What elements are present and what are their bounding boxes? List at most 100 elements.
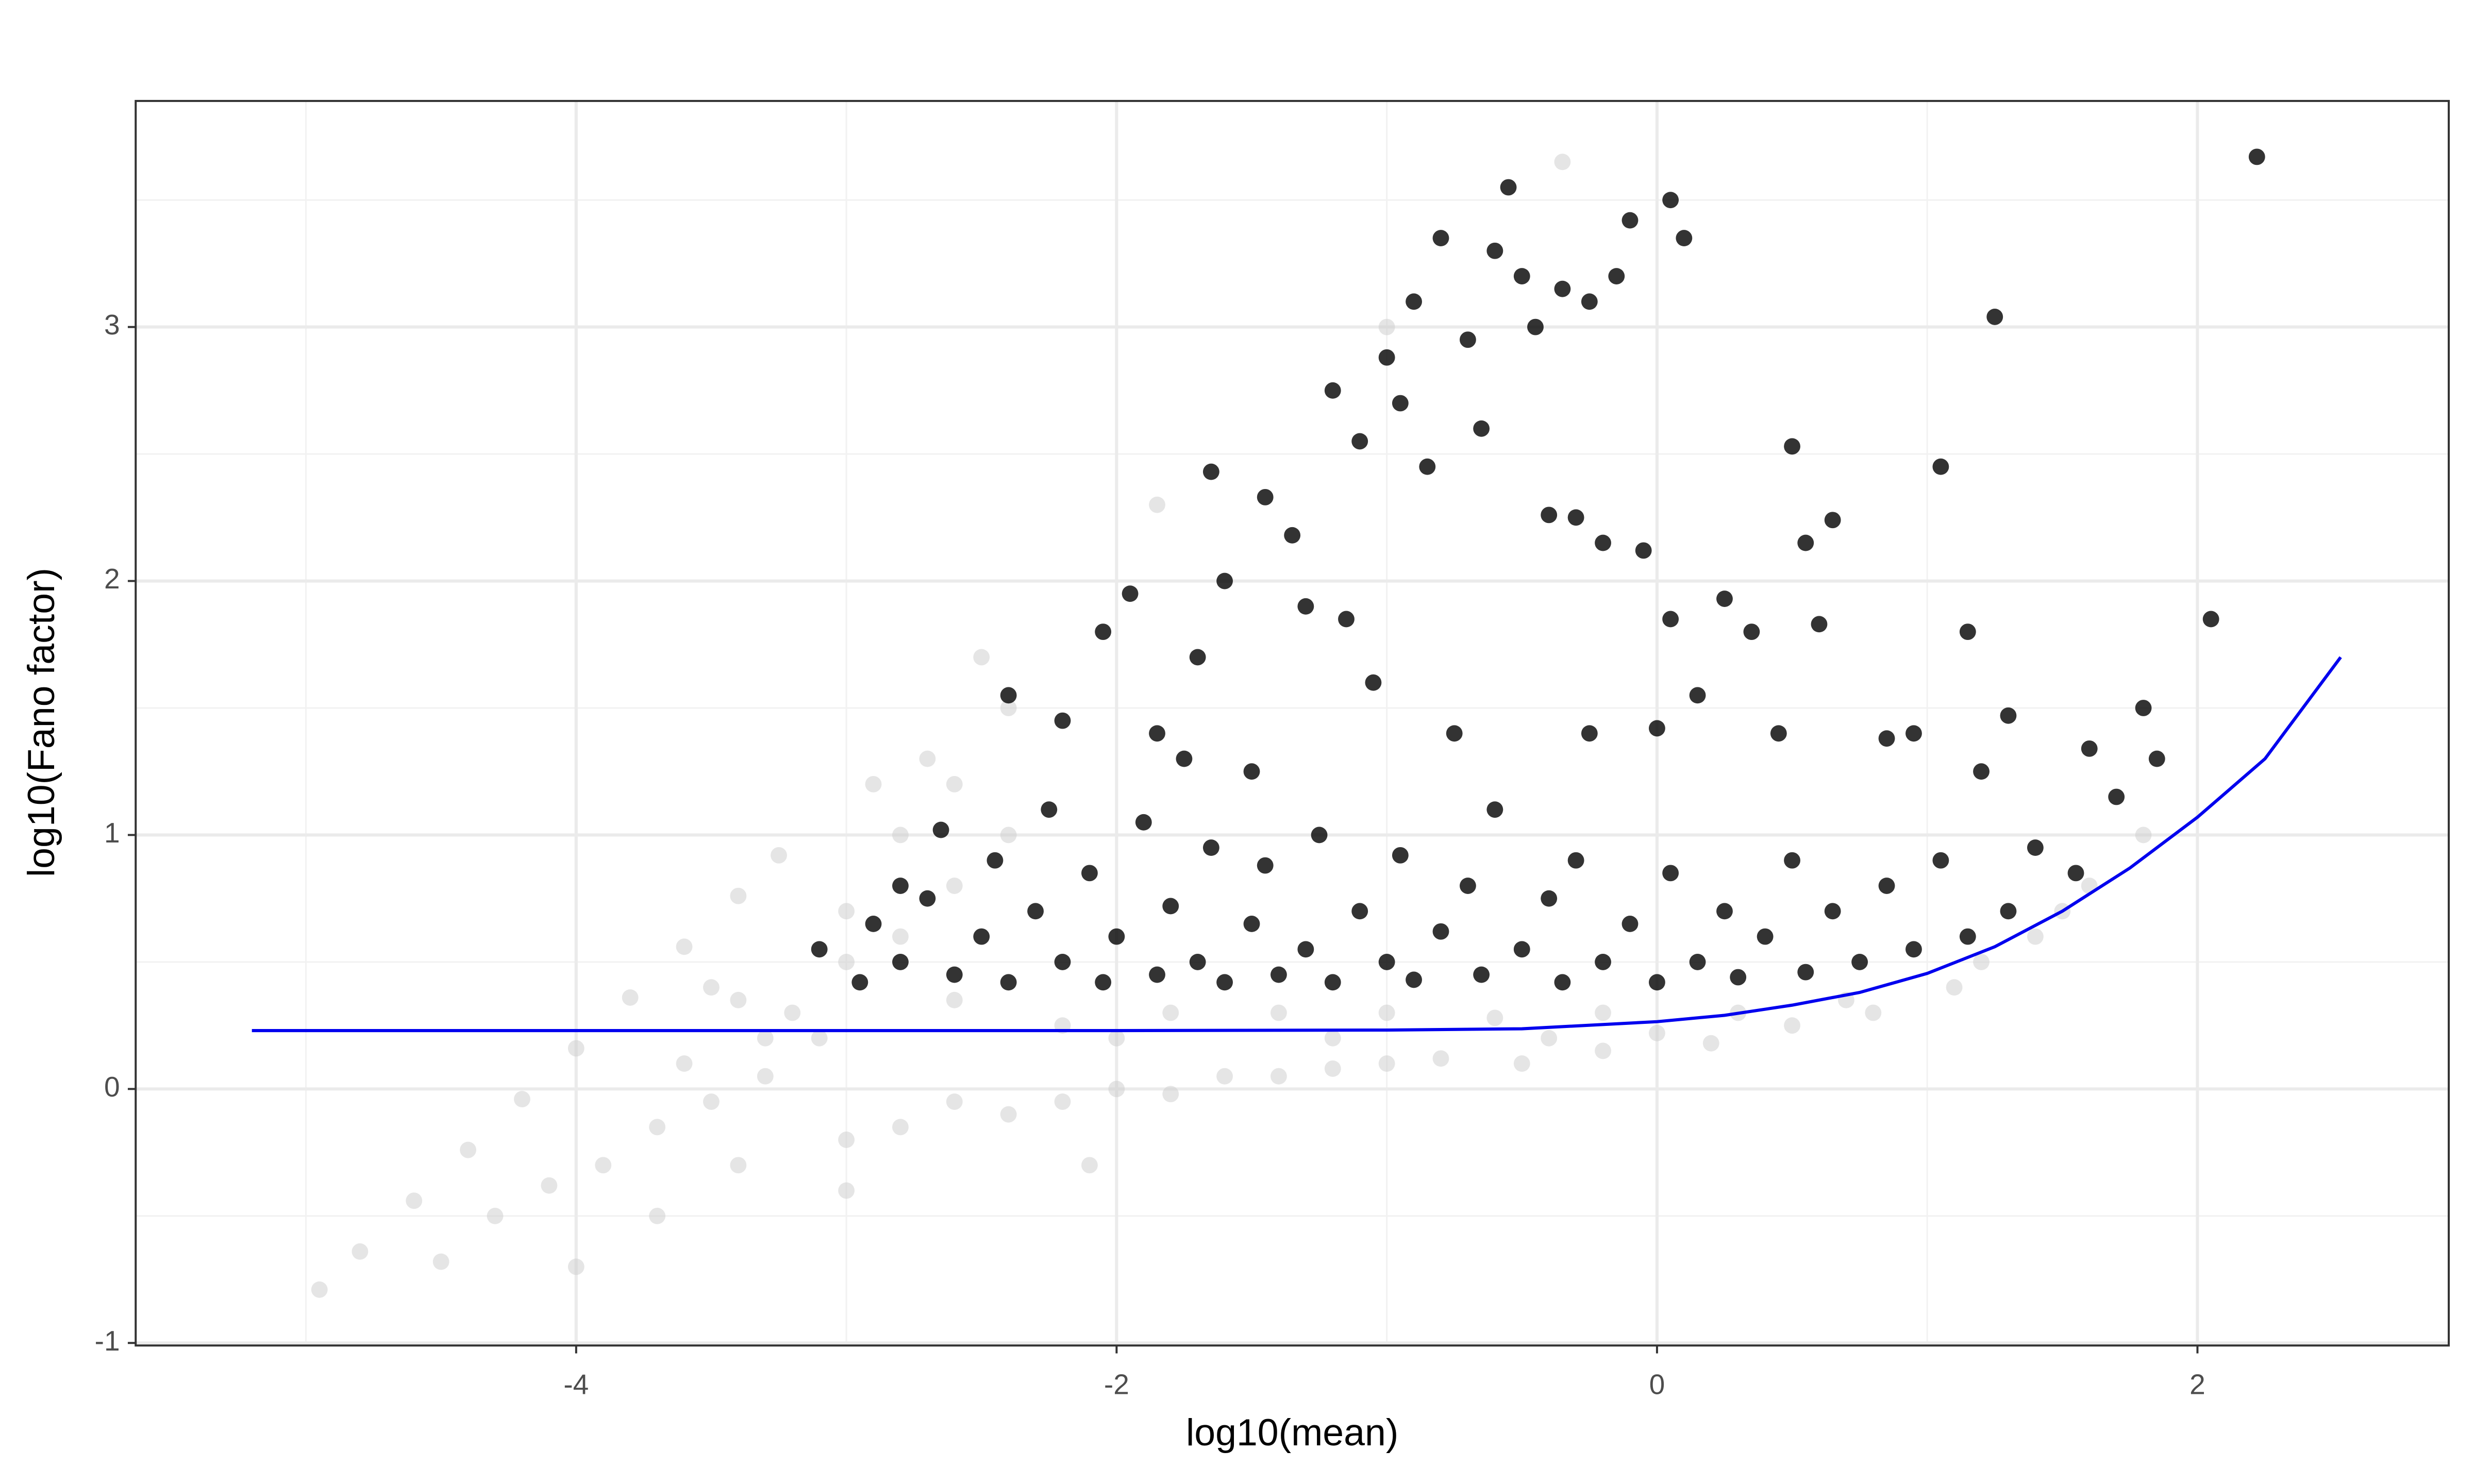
point [1378,349,1395,366]
point [1486,801,1503,818]
point [2135,700,2152,716]
point [932,821,949,838]
point [1149,496,1165,513]
point [1513,268,1530,284]
point [2000,707,2017,724]
point [1595,953,1611,970]
point [1460,331,1476,348]
point [1595,1042,1611,1059]
point [1973,763,1990,780]
point [1000,700,1017,716]
point [1567,509,1584,526]
point [1595,1004,1611,1021]
point [1541,890,1558,907]
point [1324,1060,1341,1077]
x-tick-label: 2 [2189,1368,2205,1400]
point [838,903,855,920]
point [1054,953,1071,970]
point [1486,1009,1503,1026]
point [1284,527,1301,544]
point [1905,725,1922,742]
point [1406,971,1422,988]
point [1162,898,1179,915]
point [1878,730,1895,747]
point [1162,1086,1179,1103]
point [1324,974,1341,991]
point [1392,395,1409,412]
point [1081,865,1098,882]
point [2081,740,2098,757]
point [1797,534,1814,551]
point-series [311,154,2152,1298]
point [1554,974,1571,991]
y-tick-label: 3 [104,309,120,341]
point [892,1119,909,1136]
point [1324,382,1341,399]
point [851,974,868,991]
point [1473,966,1490,983]
point [1351,903,1368,920]
point [432,1253,449,1270]
point [1648,720,1665,737]
point [1608,268,1625,284]
point [1243,763,1260,780]
point [1000,1106,1017,1123]
point [784,1004,801,1021]
y-tick-label: 0 [104,1071,120,1103]
point [811,941,828,958]
point [1392,847,1409,864]
point [1271,1004,1287,1021]
point [1567,852,1584,869]
point [487,1207,504,1224]
point [865,775,882,792]
point [838,1132,855,1148]
point [892,953,909,970]
point [1000,687,1017,704]
point [1257,857,1274,874]
point [649,1119,666,1136]
point [919,890,936,907]
point [2148,750,2165,767]
point [973,928,990,945]
point [1189,649,1206,666]
point [838,953,855,970]
point [352,1243,369,1260]
point [1865,1004,1882,1021]
point [567,1258,584,1275]
point [892,878,909,894]
point [1932,852,1949,869]
point [946,878,963,894]
x-tick-label: -2 [1104,1368,1129,1400]
point [838,1182,855,1199]
point [2108,788,2125,805]
point [1202,463,1219,480]
point [1446,725,1463,742]
point [1149,966,1165,983]
point [1824,903,1841,920]
point [1554,280,1571,297]
point [1648,1025,1665,1041]
point [973,649,990,666]
point [1311,827,1328,844]
point [1662,192,1679,209]
point [1432,230,1449,247]
point [311,1281,328,1298]
point [2027,839,2044,856]
point [1378,1055,1395,1072]
point [757,1068,774,1085]
point [1595,534,1611,551]
point [1500,179,1517,196]
point [1797,964,1814,981]
y-tick-label: 1 [104,817,120,849]
point [1297,941,1314,958]
point [1486,242,1503,259]
point [1513,1055,1530,1072]
point [1351,433,1368,450]
point [1743,623,1760,640]
point [1622,916,1639,932]
point [946,1093,963,1110]
point [1054,1093,1071,1110]
point [1716,903,1733,920]
point [514,1091,530,1108]
